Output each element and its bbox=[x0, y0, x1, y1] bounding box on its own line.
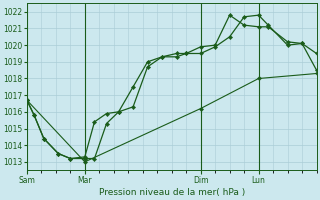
X-axis label: Pression niveau de la mer( hPa ): Pression niveau de la mer( hPa ) bbox=[99, 188, 245, 197]
